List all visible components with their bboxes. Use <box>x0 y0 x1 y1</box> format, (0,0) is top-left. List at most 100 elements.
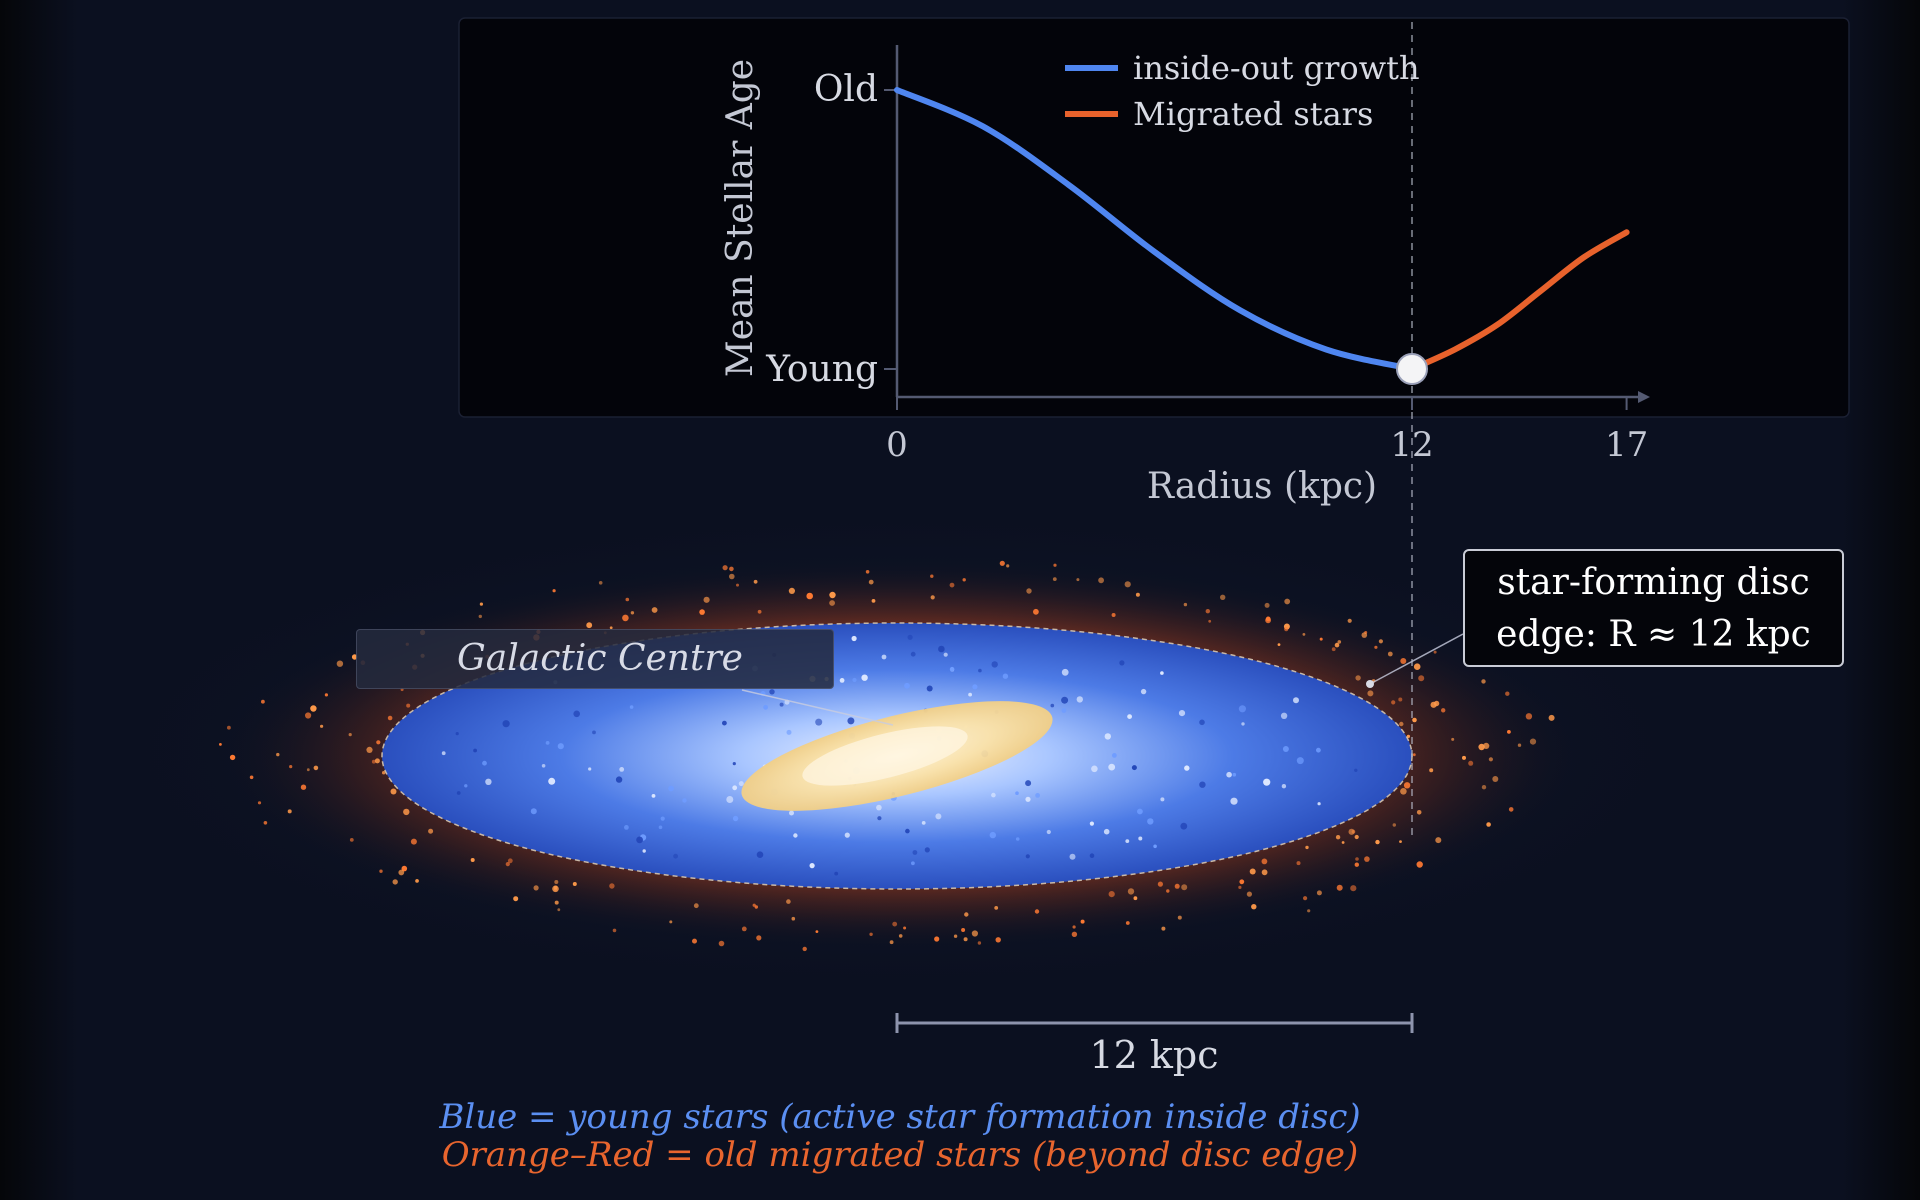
migrated-star <box>1412 753 1416 757</box>
migrated-star <box>1481 785 1487 790</box>
disc-edge-callout: star-forming disc edge: R ≈ 12 kpc <box>1463 549 1844 667</box>
young-star <box>938 645 945 653</box>
migrated-star <box>1135 592 1140 597</box>
disc-edge-callout-line1: star-forming disc <box>1497 562 1810 603</box>
young-star <box>786 729 792 735</box>
young-star <box>1035 793 1040 798</box>
migrated-star <box>1529 738 1537 745</box>
young-star <box>502 720 510 728</box>
migrated-star <box>470 858 475 862</box>
young-star <box>1104 733 1112 740</box>
migrated-star <box>1205 609 1211 614</box>
young-star <box>732 785 738 791</box>
young-star <box>1050 703 1055 708</box>
migrated-star <box>815 930 819 933</box>
migrated-star <box>1392 823 1397 827</box>
migrated-star <box>1239 879 1245 885</box>
migrated-star <box>1435 837 1442 844</box>
young-star <box>1199 719 1205 726</box>
migrated-star <box>287 809 292 814</box>
migrated-star <box>977 941 982 945</box>
disc-edge-point <box>1396 353 1428 385</box>
migrated-star <box>1334 642 1340 648</box>
young-star <box>1089 821 1094 826</box>
migrated-star <box>1441 708 1446 713</box>
migrated-star <box>1364 856 1370 862</box>
migrated-star <box>379 869 383 873</box>
migrated-star <box>382 771 386 775</box>
migrated-star <box>557 908 561 912</box>
migrated-star <box>753 579 758 584</box>
migrated-star <box>971 930 979 937</box>
migrated-star <box>1399 721 1404 727</box>
migrated-star <box>630 611 635 615</box>
migrated-star <box>1174 883 1180 889</box>
migrated-star <box>1052 577 1057 581</box>
migrated-star <box>513 896 519 902</box>
young-star <box>911 861 915 866</box>
migrated-star <box>1486 822 1491 827</box>
migrated-star <box>392 879 398 885</box>
migrated-star <box>1098 577 1104 584</box>
young-star <box>636 836 643 844</box>
edge-pointer-line <box>1369 633 1464 685</box>
migrated-star <box>718 940 725 947</box>
migrated-star <box>961 928 966 932</box>
migrated-star <box>1251 904 1257 910</box>
young-star <box>972 684 978 690</box>
migrated-star <box>1183 602 1188 607</box>
young-star <box>1137 808 1143 815</box>
migrated-star <box>693 903 699 909</box>
migrated-star <box>1348 828 1355 835</box>
young-star <box>1061 696 1069 704</box>
migrated-star <box>1181 884 1188 891</box>
young-star <box>943 652 948 657</box>
young-star <box>1138 836 1143 841</box>
migrated-star <box>1331 647 1336 652</box>
migrated-star <box>703 596 710 603</box>
migrated-star <box>1418 675 1425 682</box>
young-star <box>1108 763 1116 771</box>
migrated-star <box>1296 861 1301 866</box>
migrated-star <box>868 579 874 585</box>
migrated-star <box>403 808 410 816</box>
young-star <box>924 847 930 853</box>
migrated-star <box>791 916 796 921</box>
migrated-star <box>898 934 903 938</box>
migrated-star <box>261 699 265 704</box>
migrated-star <box>1302 633 1306 636</box>
young-star <box>660 816 665 821</box>
young-star <box>541 764 546 768</box>
young-star <box>1317 802 1321 806</box>
migrated-star <box>1375 839 1380 845</box>
young-star <box>839 678 845 683</box>
migrated-star <box>1374 645 1378 649</box>
young-star <box>464 784 468 788</box>
young-star <box>485 778 492 785</box>
migrated-star <box>289 765 293 769</box>
young-star <box>557 743 564 750</box>
migrated-star <box>934 936 940 942</box>
migrated-star <box>1305 845 1309 850</box>
centre-pointer-line <box>741 689 894 726</box>
migrated-star <box>829 591 836 599</box>
migrated-star <box>930 574 934 578</box>
migrated-star <box>401 865 408 872</box>
young-star <box>881 654 887 660</box>
young-star <box>809 863 815 869</box>
migrated-star <box>1507 730 1511 734</box>
migrated-star <box>1354 862 1360 867</box>
migrated-star <box>651 607 658 613</box>
migrated-star <box>371 759 376 764</box>
migrated-star <box>1416 861 1423 868</box>
migrated-star <box>1451 737 1455 741</box>
x-tick-label-0: 0 <box>886 425 908 465</box>
young-star <box>1089 853 1095 858</box>
migrated-star <box>1053 563 1057 567</box>
young-star <box>738 781 744 787</box>
migrated-star <box>1481 679 1486 684</box>
migrated-star <box>1391 700 1396 705</box>
migrated-star <box>609 883 615 889</box>
scale-bar-label: 12 kpc <box>1089 1033 1218 1077</box>
legend-label-migrated-stars: Migrated stars <box>1133 95 1373 133</box>
